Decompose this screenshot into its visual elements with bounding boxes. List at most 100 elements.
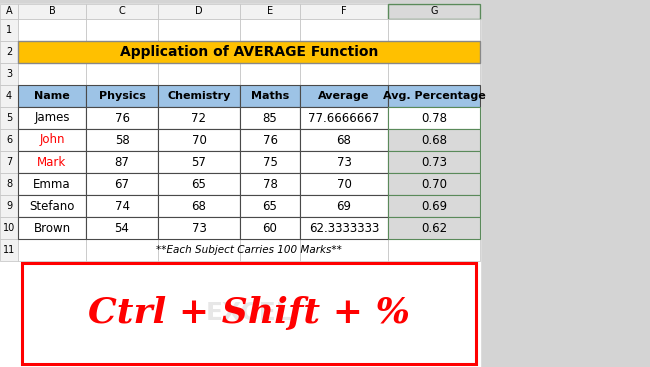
Bar xyxy=(18,41,86,63)
Text: Avg. Percentage: Avg. Percentage xyxy=(383,91,486,101)
Text: F: F xyxy=(341,7,347,17)
Text: 75: 75 xyxy=(263,156,278,168)
Text: Mark: Mark xyxy=(38,156,66,168)
Bar xyxy=(240,63,300,85)
Bar xyxy=(240,85,300,107)
Text: 7: 7 xyxy=(6,157,12,167)
Text: 70: 70 xyxy=(337,178,352,190)
Bar xyxy=(158,107,240,129)
Bar xyxy=(388,151,480,173)
Bar xyxy=(240,217,300,239)
Bar xyxy=(388,129,480,151)
Bar xyxy=(300,4,388,19)
Bar xyxy=(0,41,18,63)
Text: 70: 70 xyxy=(192,134,207,146)
Text: 68: 68 xyxy=(337,134,352,146)
Bar xyxy=(86,195,158,217)
Bar xyxy=(18,129,86,151)
Bar xyxy=(0,107,18,129)
Text: Physics: Physics xyxy=(99,91,146,101)
Bar xyxy=(388,107,480,129)
Bar xyxy=(18,195,86,217)
Bar xyxy=(300,195,388,217)
Bar xyxy=(86,107,158,129)
Bar xyxy=(300,239,388,261)
Bar xyxy=(300,85,388,107)
Text: EXCEL: EXCEL xyxy=(205,302,292,326)
Bar xyxy=(300,151,388,173)
Bar xyxy=(300,41,388,63)
Bar xyxy=(388,107,480,129)
Text: 6: 6 xyxy=(6,135,12,145)
Text: E: E xyxy=(267,7,273,17)
Bar xyxy=(86,195,158,217)
Bar xyxy=(86,151,158,173)
Bar xyxy=(86,217,158,239)
Text: 3: 3 xyxy=(6,69,12,79)
Bar xyxy=(86,151,158,173)
Bar xyxy=(240,217,300,239)
Text: 85: 85 xyxy=(263,112,278,124)
Text: 73: 73 xyxy=(192,222,207,235)
Text: John: John xyxy=(39,134,65,146)
Bar xyxy=(18,107,86,129)
Bar xyxy=(158,129,240,151)
Bar xyxy=(300,195,388,217)
Bar xyxy=(300,173,388,195)
Bar xyxy=(240,173,300,195)
Text: 76: 76 xyxy=(114,112,129,124)
Text: 0.73: 0.73 xyxy=(421,156,447,168)
Bar xyxy=(388,217,480,239)
Bar xyxy=(86,63,158,85)
Bar xyxy=(18,173,86,195)
Bar xyxy=(300,129,388,151)
Bar xyxy=(0,4,18,19)
Bar xyxy=(86,41,158,63)
Text: 76: 76 xyxy=(263,134,278,146)
Bar xyxy=(158,4,240,19)
Bar xyxy=(240,4,300,19)
Text: 73: 73 xyxy=(337,156,352,168)
Text: 77.6666667: 77.6666667 xyxy=(308,112,380,124)
Text: 62.3333333: 62.3333333 xyxy=(309,222,379,235)
Bar xyxy=(158,41,240,63)
Text: Application of AVERAGE Function: Application of AVERAGE Function xyxy=(120,45,378,59)
Text: 57: 57 xyxy=(192,156,207,168)
Text: 5: 5 xyxy=(6,113,12,123)
Text: 0.62: 0.62 xyxy=(421,222,447,235)
Bar xyxy=(0,239,18,261)
Bar xyxy=(86,239,158,261)
Text: 74: 74 xyxy=(114,200,129,212)
Text: Chemistry: Chemistry xyxy=(167,91,231,101)
Bar xyxy=(388,173,480,195)
Bar xyxy=(158,173,240,195)
Bar xyxy=(300,63,388,85)
Text: 2: 2 xyxy=(6,47,12,57)
Bar xyxy=(388,151,480,173)
Text: Name: Name xyxy=(34,91,70,101)
Bar xyxy=(388,85,480,107)
Bar xyxy=(86,129,158,151)
Bar xyxy=(0,63,18,85)
Text: 67: 67 xyxy=(114,178,129,190)
Text: Stefano: Stefano xyxy=(29,200,75,212)
Text: 4: 4 xyxy=(6,91,12,101)
Bar xyxy=(0,173,18,195)
Text: 0.78: 0.78 xyxy=(421,112,447,124)
Bar xyxy=(0,85,18,107)
Bar xyxy=(86,85,158,107)
Text: 0.69: 0.69 xyxy=(421,200,447,212)
Bar xyxy=(158,239,240,261)
Bar xyxy=(240,85,300,107)
Bar xyxy=(18,173,86,195)
Text: James: James xyxy=(34,112,70,124)
Bar xyxy=(18,195,86,217)
Bar xyxy=(86,173,158,195)
Bar xyxy=(240,41,300,63)
Bar xyxy=(240,129,300,151)
Bar xyxy=(158,85,240,107)
Text: 78: 78 xyxy=(263,178,278,190)
Bar xyxy=(86,217,158,239)
Bar xyxy=(388,195,480,217)
Text: 10: 10 xyxy=(3,223,15,233)
